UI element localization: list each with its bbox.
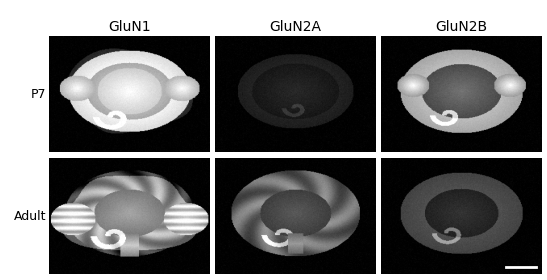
Text: P7: P7 <box>31 88 46 101</box>
Text: GluN1: GluN1 <box>108 20 151 34</box>
Text: GluN2B: GluN2B <box>435 20 487 34</box>
Text: Adult: Adult <box>14 210 46 223</box>
Text: GluN2A: GluN2A <box>269 20 322 34</box>
